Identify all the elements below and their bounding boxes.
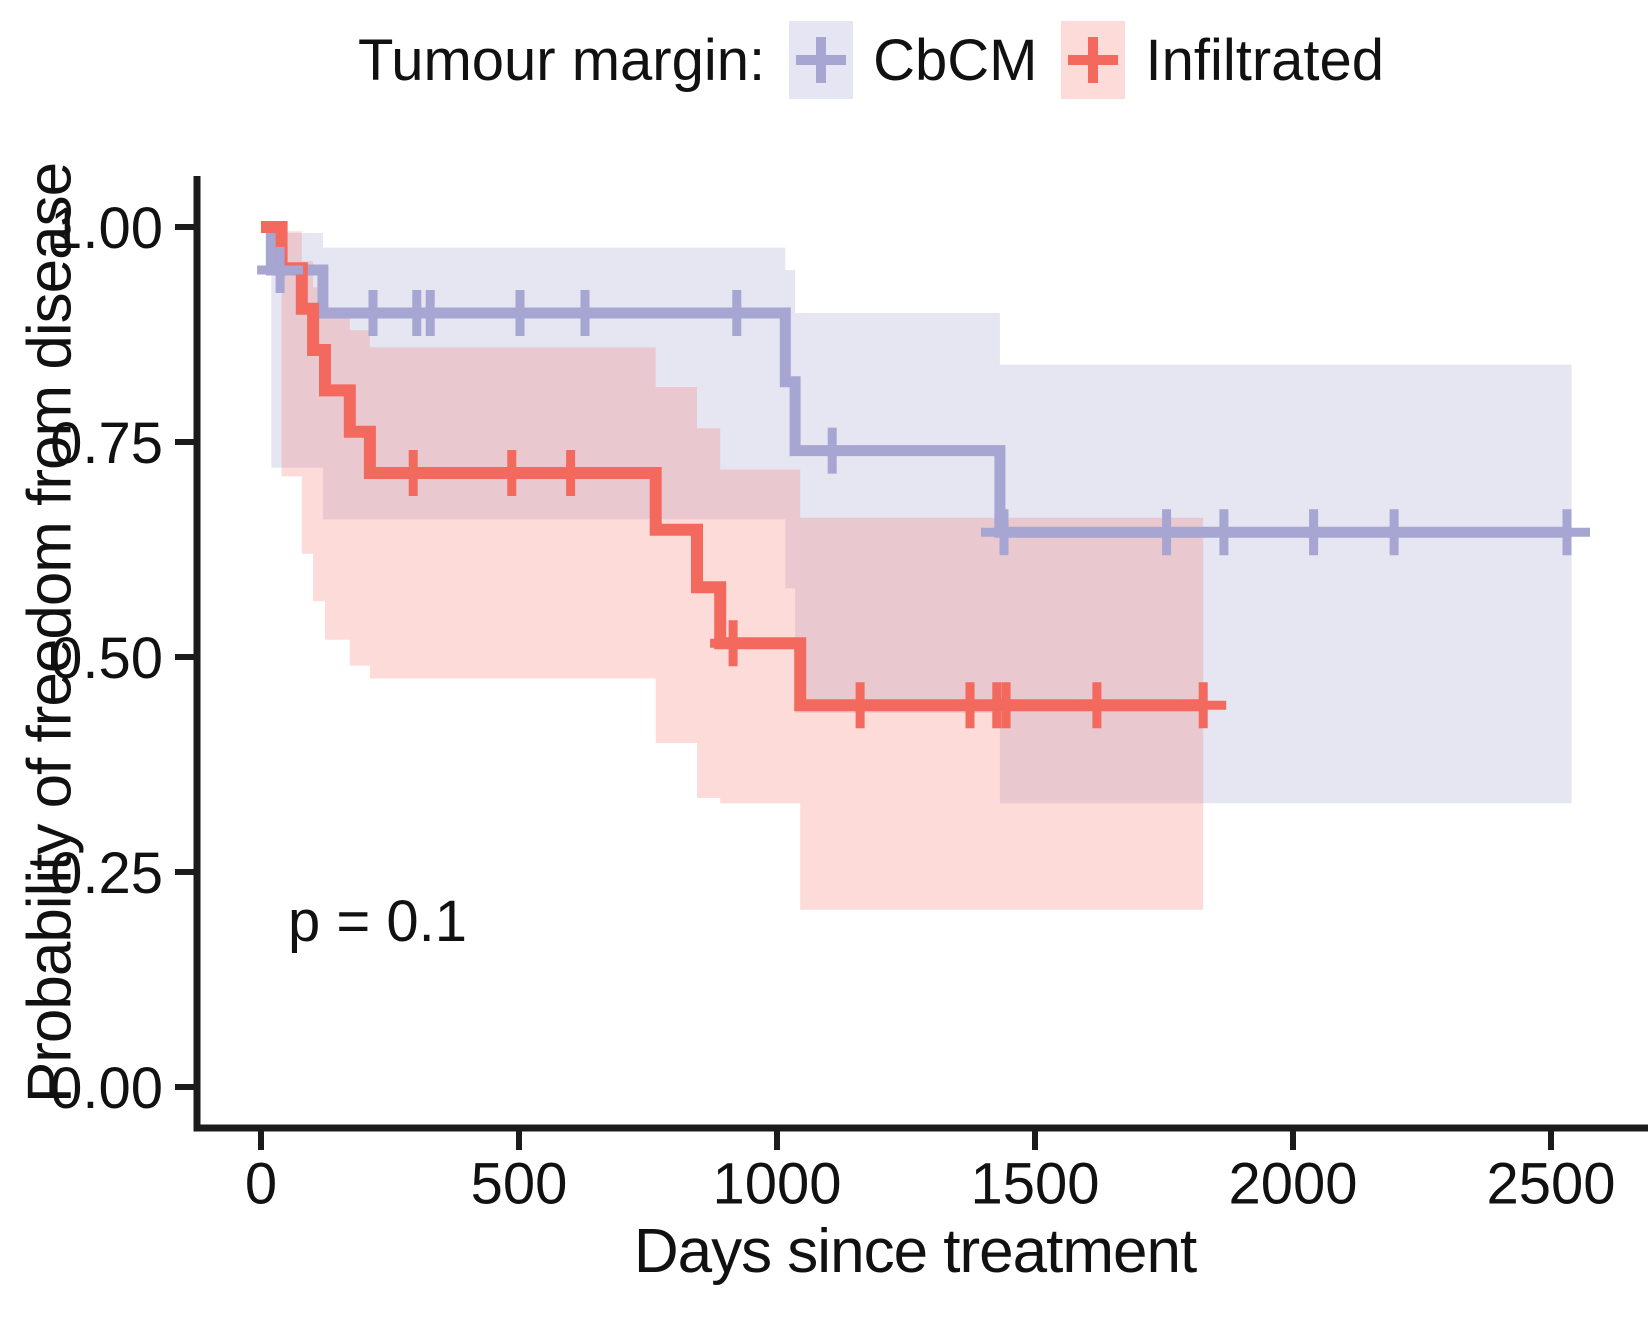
legend-item-infiltrated: Infiltrated xyxy=(1061,21,1384,99)
censor-plus-icon xyxy=(1371,509,1418,556)
censor-plus-icon xyxy=(1180,682,1227,729)
legend-item-cbcm: CbCM xyxy=(789,21,1037,99)
censor-plus-icon xyxy=(789,21,854,99)
censor-plus-icon xyxy=(350,290,396,336)
censor-plus-icon xyxy=(713,290,760,336)
x-tick-label: 2000 xyxy=(1228,1152,1357,1217)
survival-curve-infiltrated xyxy=(261,221,1204,712)
x-tick-label: 1000 xyxy=(712,1152,841,1217)
censor-plus-icon xyxy=(257,247,304,293)
censor-plus-icon xyxy=(981,509,1027,556)
censor-plus-icon xyxy=(1200,509,1247,556)
ci-band-infiltrated xyxy=(281,231,1204,910)
censor-plus-icon xyxy=(488,450,535,496)
x-tick-label: 0 xyxy=(245,1152,277,1217)
censor-plus-icon xyxy=(562,290,608,336)
p-value-annotation: p = 0.1 xyxy=(288,889,467,954)
censor-plus-icon xyxy=(497,290,543,336)
censor-plus-icon xyxy=(1073,682,1120,729)
y-tick-label: 0.25 xyxy=(50,841,163,906)
y-tick-label: 0.50 xyxy=(50,626,163,691)
censor-plus-icon xyxy=(1143,509,1190,556)
legend: Tumour margin: CbCM Infiltrated xyxy=(90,16,1652,104)
x-axis-title: Days since treatment xyxy=(633,1217,1197,1286)
y-tick-label: 0.75 xyxy=(50,411,163,476)
legend-label-cbcm: CbCM xyxy=(873,27,1038,93)
ci-band-cbcm xyxy=(271,233,1572,804)
censor-plus-icon xyxy=(1061,21,1126,99)
censor-plus-icon xyxy=(390,450,437,496)
x-tick-label: 1500 xyxy=(970,1152,1099,1217)
y-axis-title: Probability of freedom from disease xyxy=(15,162,85,1104)
y-tick-label: 0.00 xyxy=(50,1056,163,1121)
censor-plus-icon xyxy=(837,682,884,729)
censor-plus-icon xyxy=(547,450,594,496)
x-tick-label: 500 xyxy=(471,1152,568,1217)
legend-label-infiltrated: Infiltrated xyxy=(1145,27,1385,93)
y-tick-label: 1.00 xyxy=(50,196,163,261)
censor-plus-icon xyxy=(809,427,856,474)
legend-title: Tumour margin: xyxy=(357,27,766,93)
censor-plus-icon xyxy=(1290,509,1337,556)
x-tick-label: 2500 xyxy=(1486,1152,1615,1217)
censor-plus-icon xyxy=(1544,509,1590,556)
censor-plus-icon xyxy=(710,620,757,667)
censor-plus-icon xyxy=(983,682,1030,729)
survival-curve-cbcm xyxy=(261,221,1572,538)
censor-plus-icon xyxy=(407,290,454,336)
